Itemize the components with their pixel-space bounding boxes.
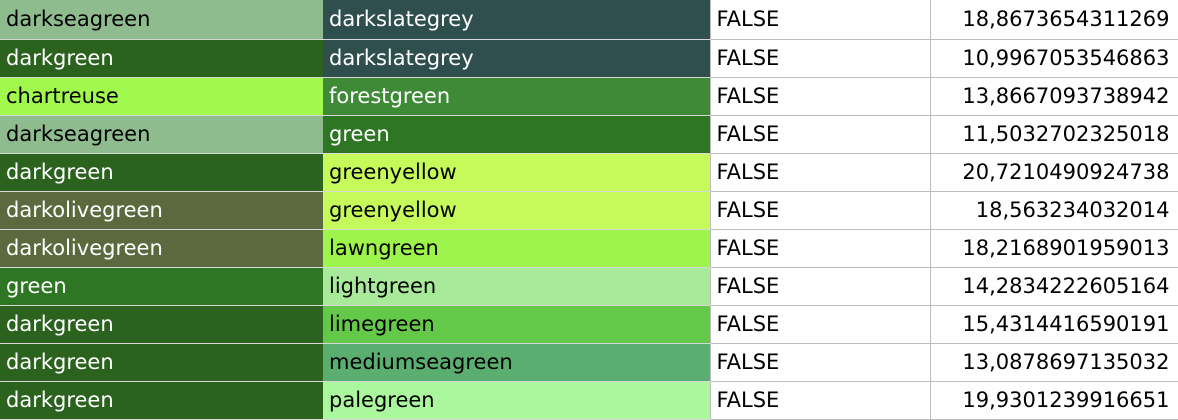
boolean-cell[interactable]: FALSE <box>709 39 931 78</box>
boolean-cell[interactable]: FALSE <box>709 267 931 306</box>
numeric-cell[interactable]: 18,2168901959013 <box>929 229 1178 268</box>
table-row: darkseagreen green FALSE 11,5032702325018 <box>0 115 1178 154</box>
boolean-cell[interactable]: FALSE <box>709 191 931 230</box>
color-name-cell[interactable]: mediumseagreen <box>323 343 710 382</box>
color-name-cell[interactable]: darkgreen <box>0 153 323 192</box>
color-name-cell[interactable]: lightgreen <box>323 267 710 306</box>
color-name-cell[interactable]: darkseagreen <box>0 0 323 40</box>
boolean-cell[interactable]: FALSE <box>709 343 931 382</box>
table-row: darkseagreen darkslategrey FALSE 18,8673654… <box>0 0 1178 40</box>
table-row: darkgreen palegreen FALSE 19,9301239916651 <box>0 381 1178 420</box>
numeric-cell[interactable]: 10,9967053546863 <box>929 39 1178 78</box>
color-name-cell[interactable]: darkgreen <box>0 381 323 420</box>
boolean-cell[interactable]: FALSE <box>709 0 931 40</box>
color-name-cell[interactable]: darkslategrey <box>323 39 710 78</box>
color-name-cell[interactable]: darkgreen <box>0 305 323 344</box>
color-name-cell[interactable]: darkolivegreen <box>0 229 323 268</box>
numeric-cell[interactable]: 19,9301239916651 <box>929 381 1178 420</box>
table-row: darkolivegreen lawngreen FALSE 18,216890195… <box>0 229 1178 268</box>
boolean-cell[interactable]: FALSE <box>709 77 931 116</box>
numeric-cell[interactable]: 20,7210490924738 <box>929 153 1178 192</box>
color-name-cell[interactable]: darkseagreen <box>0 115 323 154</box>
numeric-cell[interactable]: 14,2834222605164 <box>929 267 1178 306</box>
color-name-cell[interactable]: lawngreen <box>323 229 710 268</box>
numeric-cell[interactable]: 13,0878697135032 <box>929 343 1178 382</box>
boolean-cell[interactable]: FALSE <box>709 229 931 268</box>
color-name-cell[interactable]: green <box>0 267 323 306</box>
numeric-cell[interactable]: 18,563234032014 <box>929 191 1178 230</box>
table-row: darkgreen mediumseagreen FALSE 13,087869713… <box>0 343 1178 382</box>
boolean-cell[interactable]: FALSE <box>709 115 931 154</box>
numeric-cell[interactable]: 18,8673654311269 <box>929 0 1178 40</box>
table-row: darkgreen darkslategrey FALSE 10,9967053546… <box>0 39 1178 78</box>
table-row: darkgreen greenyellow FALSE 20,721049092473… <box>0 153 1178 192</box>
color-name-cell[interactable]: palegreen <box>323 381 710 420</box>
color-name-cell[interactable]: limegreen <box>323 305 710 344</box>
color-name-cell[interactable]: greenyellow <box>323 153 710 192</box>
color-name-cell[interactable]: darkolivegreen <box>0 191 323 230</box>
boolean-cell[interactable]: FALSE <box>709 381 931 420</box>
numeric-cell[interactable]: 15,4314416590191 <box>929 305 1178 344</box>
table-row: chartreuse forestgreen FALSE 13,86670937389… <box>0 77 1178 116</box>
color-name-cell[interactable]: forestgreen <box>323 77 710 116</box>
table-row: darkgreen limegreen FALSE 15,4314416590191 <box>0 305 1178 344</box>
boolean-cell[interactable]: FALSE <box>709 153 931 192</box>
color-name-cell[interactable]: green <box>323 115 710 154</box>
numeric-cell[interactable]: 11,5032702325018 <box>929 115 1178 154</box>
color-name-cell[interactable]: darkgreen <box>0 343 323 382</box>
color-name-cell[interactable]: chartreuse <box>0 77 323 116</box>
color-name-cell[interactable]: greenyellow <box>323 191 710 230</box>
boolean-cell[interactable]: FALSE <box>709 305 931 344</box>
table-row: green lightgreen FALSE 14,2834222605164 <box>0 267 1178 306</box>
table-row: darkolivegreen greenyellow FALSE 18,5632340… <box>0 191 1178 230</box>
color-name-cell[interactable]: darkgreen <box>0 39 323 78</box>
numeric-cell[interactable]: 13,8667093738942 <box>929 77 1178 116</box>
color-name-cell[interactable]: darkslategrey <box>323 0 710 40</box>
